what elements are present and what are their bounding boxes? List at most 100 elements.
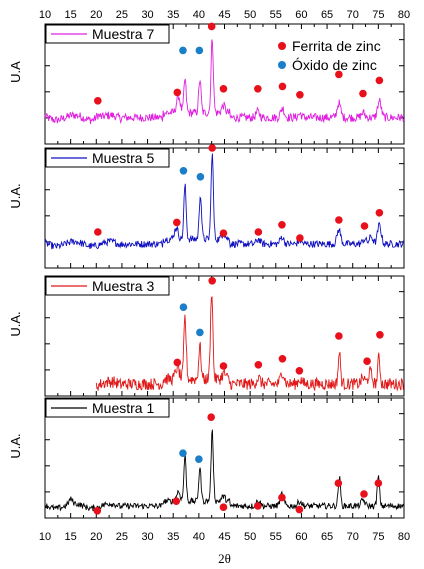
ferrita-marker [376,331,384,339]
bottom-tick-label: 20 [90,531,102,543]
ferrita-marker [94,97,102,105]
ferrita-marker [254,228,263,236]
ferrita-marker [93,507,102,515]
ferrita-marker [296,234,304,242]
ferrita-marker [296,91,304,99]
series-legend: Muestra 7 [45,24,170,44]
ferrita-marker [94,228,102,236]
ferrita-marker [335,216,343,224]
y-axis-label: U.A. [8,311,23,336]
ferrita-marker [278,221,286,229]
oxido-marker [179,167,188,175]
ferrita-marker [374,479,383,488]
top-tick-label: 25 [116,9,128,21]
ferrita-marker [335,332,343,340]
oxido-legend-dot [278,61,286,69]
series-legend-label: Muestra 7 [92,26,154,42]
y-axis-label: U.A. [8,433,23,458]
panel-muestra-7: U.A Muestra 7 [8,22,405,145]
bottom-tick-label: 60 [295,531,307,543]
ferrita-marker [172,497,181,506]
bottom-tick-label: 75 [372,531,384,543]
ferrita-marker [334,479,343,488]
series-legend-box [45,24,170,44]
bottom-tick-label: 25 [116,531,128,543]
bottom-tick-label: 10 [39,531,51,543]
ferrita-marker [208,277,216,285]
bottom-x-axis: 10 15 20 25 30 35 40 45 50 55 60 65 70 75 80 [39,531,410,543]
panel-muestra-3: U.A. Muestra 3 [8,275,405,397]
top-tick-label: 55 [270,9,282,21]
x-axis-label: 2θ [218,551,231,566]
bottom-tick-label: 65 [321,531,333,543]
ferrita-marker [335,70,343,79]
ferrita-marker [207,22,216,31]
top-tick-label: 75 [372,9,384,21]
series-legend-label: Muestra 3 [92,278,154,294]
series-legend-label: Muestra 1 [92,400,154,416]
series-legend: Muestra 3 [45,276,170,296]
oxido-marker [196,328,204,337]
ferrita-marker [219,85,228,93]
top-tick-label: 15 [65,9,77,21]
ferrita-marker [219,229,228,237]
ferrita-marker [173,218,181,227]
top-x-axis: 10 15 20 25 30 35 40 45 50 55 60 65 70 75 80 [39,9,410,21]
series-legend-box [45,276,170,296]
ferrita-legend-label: Ferrita de zinc [292,38,381,54]
ferrita-marker [173,358,182,367]
oxido-marker [196,173,205,181]
series-line [44,429,404,513]
panel-muestra-5: U.A. Muestra 5 [8,144,405,269]
bottom-tick-label: 55 [270,531,282,543]
top-tick-label: 10 [39,9,51,21]
bottom-tick-label: 80 [398,531,410,543]
ferrita-marker [219,503,228,512]
ferrita-legend-dot [278,42,286,50]
top-tick-label: 35 [167,9,179,21]
series-legend: Muestra 5 [45,148,170,168]
panel-muestra-1: U.A. Muestra 1 [8,397,405,519]
oxido-marker [195,46,204,55]
series-line [95,296,404,392]
bottom-tick-label: 70 [347,531,359,543]
ferrita-marker [173,88,182,97]
top-tick-label: 50 [244,9,256,21]
series-legend-box [45,148,170,168]
series-legend: Muestra 1 [45,398,170,418]
oxido-marker [179,303,188,312]
bottom-tick-label: 40 [193,531,205,543]
top-tick-label: 70 [347,9,359,21]
ferrita-marker [208,144,216,152]
bottom-tick-label: 35 [167,531,179,543]
top-tick-label: 40 [193,9,205,21]
y-axis-label: U.A [8,61,23,83]
ferrita-marker [359,89,367,98]
series-legend-label: Muestra 5 [92,150,154,166]
ferrita-marker [254,361,263,369]
bottom-tick-label: 30 [141,531,153,543]
ferrita-marker [278,493,286,502]
oxido-marker [179,46,187,55]
ferrita-marker [254,85,262,93]
ferrita-marker [375,209,384,217]
bottom-tick-label: 45 [218,531,230,543]
top-tick-label: 30 [141,9,153,21]
ferrita-marker [295,505,304,514]
marker-legend: Ferrita de zinc Óxido de zinc [278,38,381,73]
oxido-marker [179,449,187,458]
top-tick-label: 80 [398,9,410,21]
ferrita-marker [295,367,304,375]
bottom-tick-label: 15 [65,531,77,543]
ferrita-marker [360,222,369,230]
top-tick-label: 20 [90,9,102,21]
series-line [44,39,405,125]
ferrita-marker [363,357,371,366]
y-axis-label: U.A. [8,183,23,208]
ferrita-marker [278,355,287,363]
top-tick-label: 45 [218,9,230,21]
ferrita-marker [254,502,262,510]
top-tick-label: 65 [321,9,333,21]
